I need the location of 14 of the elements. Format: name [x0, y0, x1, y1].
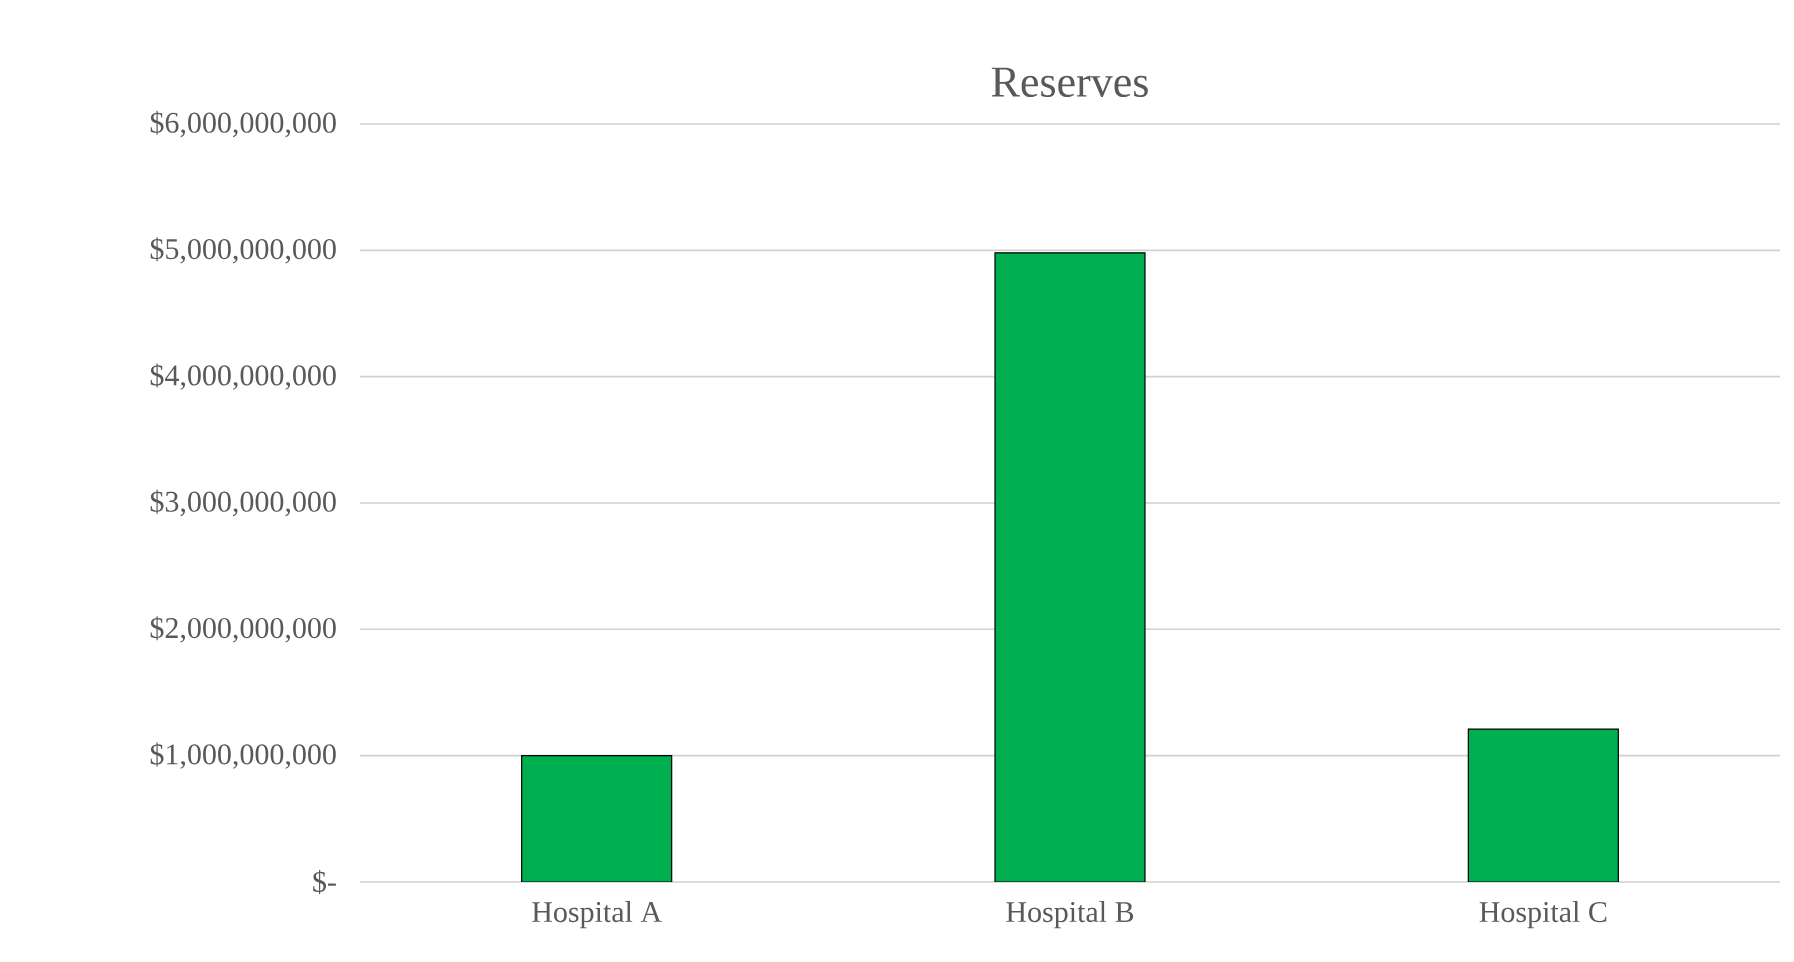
- y-tick-label: $3,000,000,000: [150, 489, 336, 517]
- x-tick-label: Hospital B: [1006, 901, 1134, 929]
- x-tick-label: Hospital C: [1479, 901, 1607, 929]
- chart-title: Reserves: [991, 67, 1148, 97]
- bar: [1467, 728, 1619, 882]
- y-tick-label: $5,000,000,000: [150, 237, 336, 264]
- y-tick-label: $6,000,000,000: [150, 110, 336, 138]
- bar: [994, 252, 1146, 882]
- y-tick-label: $2,000,000,000: [150, 616, 336, 643]
- y-tick-label: $1,000,000,000: [150, 742, 336, 769]
- x-tick-label: Hospital A: [532, 901, 662, 929]
- y-tick-label: $4,000,000,000: [150, 363, 336, 390]
- y-tick-label: $-: [313, 870, 336, 894]
- bar: [521, 755, 673, 882]
